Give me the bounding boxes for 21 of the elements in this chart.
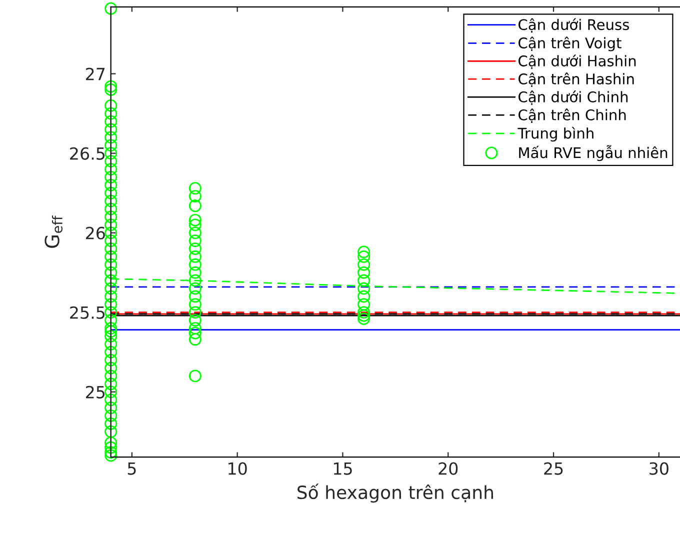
x-tick-label: 5 [128, 462, 136, 475]
y-tick-label: 26 [86, 226, 105, 240]
x-axis-title: Số hexagon trên cạnh [298, 484, 493, 503]
legend-label: Trung bình [518, 126, 594, 142]
legend-label: Cận dưới Chinh [518, 90, 628, 105]
y-tick-label: 25 [86, 386, 105, 398]
legend-label: Cận dưới Reuss [518, 18, 629, 33]
y-axis-title: G$_{eff}$ [44, 215, 62, 248]
x-tick-label: 25 [544, 462, 563, 475]
y-tick-label: 26.5 [70, 147, 105, 160]
x-tick-label: 15 [334, 462, 352, 475]
legend-label: Mấu RVE ngẫu nhiên [519, 145, 668, 162]
x-tick-label: 20 [438, 462, 458, 475]
x-tick-label: 10 [228, 462, 247, 475]
legend-label: Cận trên Hashin [518, 72, 634, 87]
legend-label: Cận dưới Hashin [518, 54, 636, 69]
x-tick-label: 30 [650, 462, 668, 475]
legend-label: Cận trên Chinh [518, 108, 626, 123]
y-tick-label: 25.5 [70, 306, 105, 319]
y-tick-label: 27 [86, 68, 105, 80]
legend-label: Cận trên Voigt [518, 36, 622, 52]
